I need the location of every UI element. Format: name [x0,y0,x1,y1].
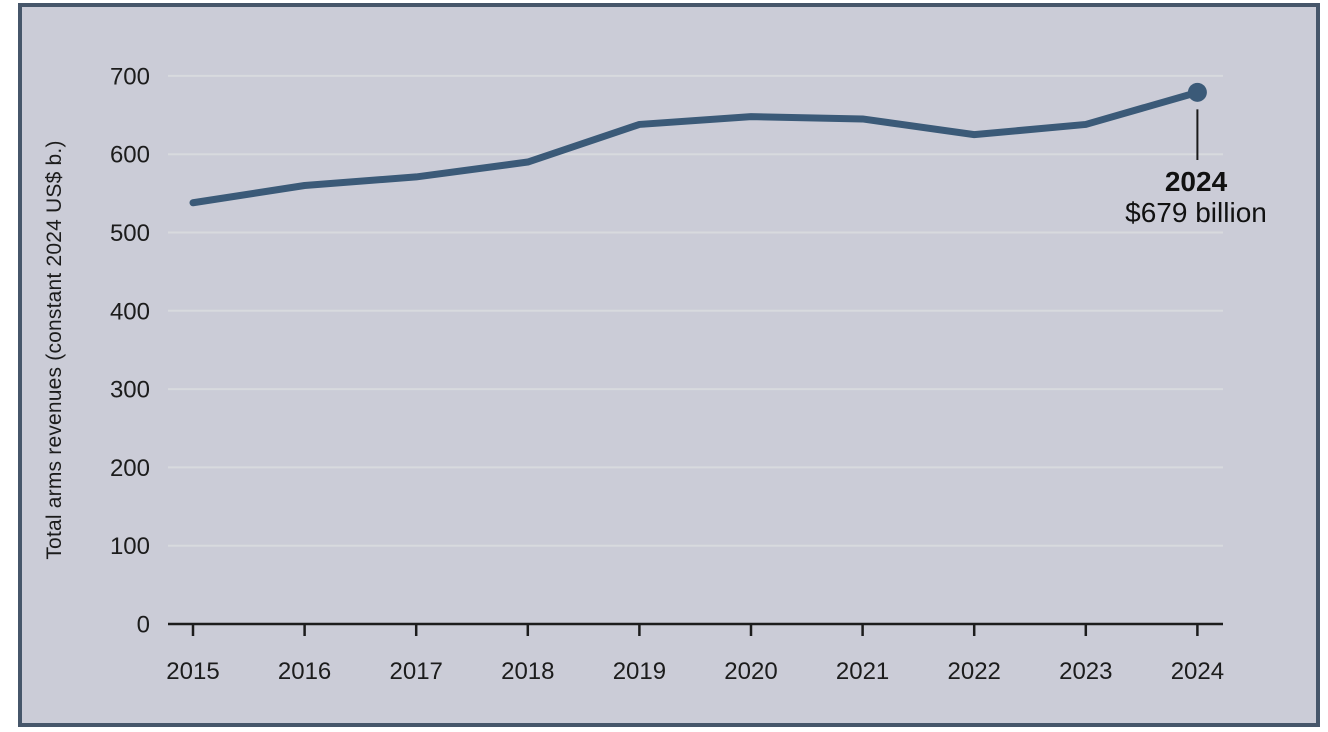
annotation-value-label: $679 billion [1125,197,1267,228]
data-point-2024 [1187,82,1207,102]
y-tick-label: 600 [110,142,150,169]
x-tick-label: 2016 [278,658,331,685]
x-tick-label: 2022 [948,658,1001,685]
revenue-line [189,88,1201,207]
y-tick-label: 300 [110,377,150,404]
x-tick-label: 2023 [1059,658,1112,685]
x-tick-label: 2018 [501,658,554,685]
annotation-2024: 2024 $679 billion [1125,166,1267,228]
y-tick-label: 700 [110,63,150,90]
y-axis-title: Total arms revenues (constant 2024 US$ b… [43,140,66,560]
y-tick-label: 100 [110,533,150,560]
x-tick-label: 2017 [390,658,443,685]
x-tick-label: 2021 [836,658,889,685]
y-tick-label: 400 [110,298,150,325]
x-tick-label: 2019 [613,658,666,685]
y-tick-label: 0 [137,612,150,639]
x-tick-label: 2024 [1171,658,1224,685]
x-tick-label: 2015 [166,658,219,685]
annotation-year-label: 2024 [1164,166,1228,197]
y-tick-label: 200 [110,455,150,482]
x-tick-label: 2020 [724,658,777,685]
y-tick-label: 500 [110,220,150,247]
